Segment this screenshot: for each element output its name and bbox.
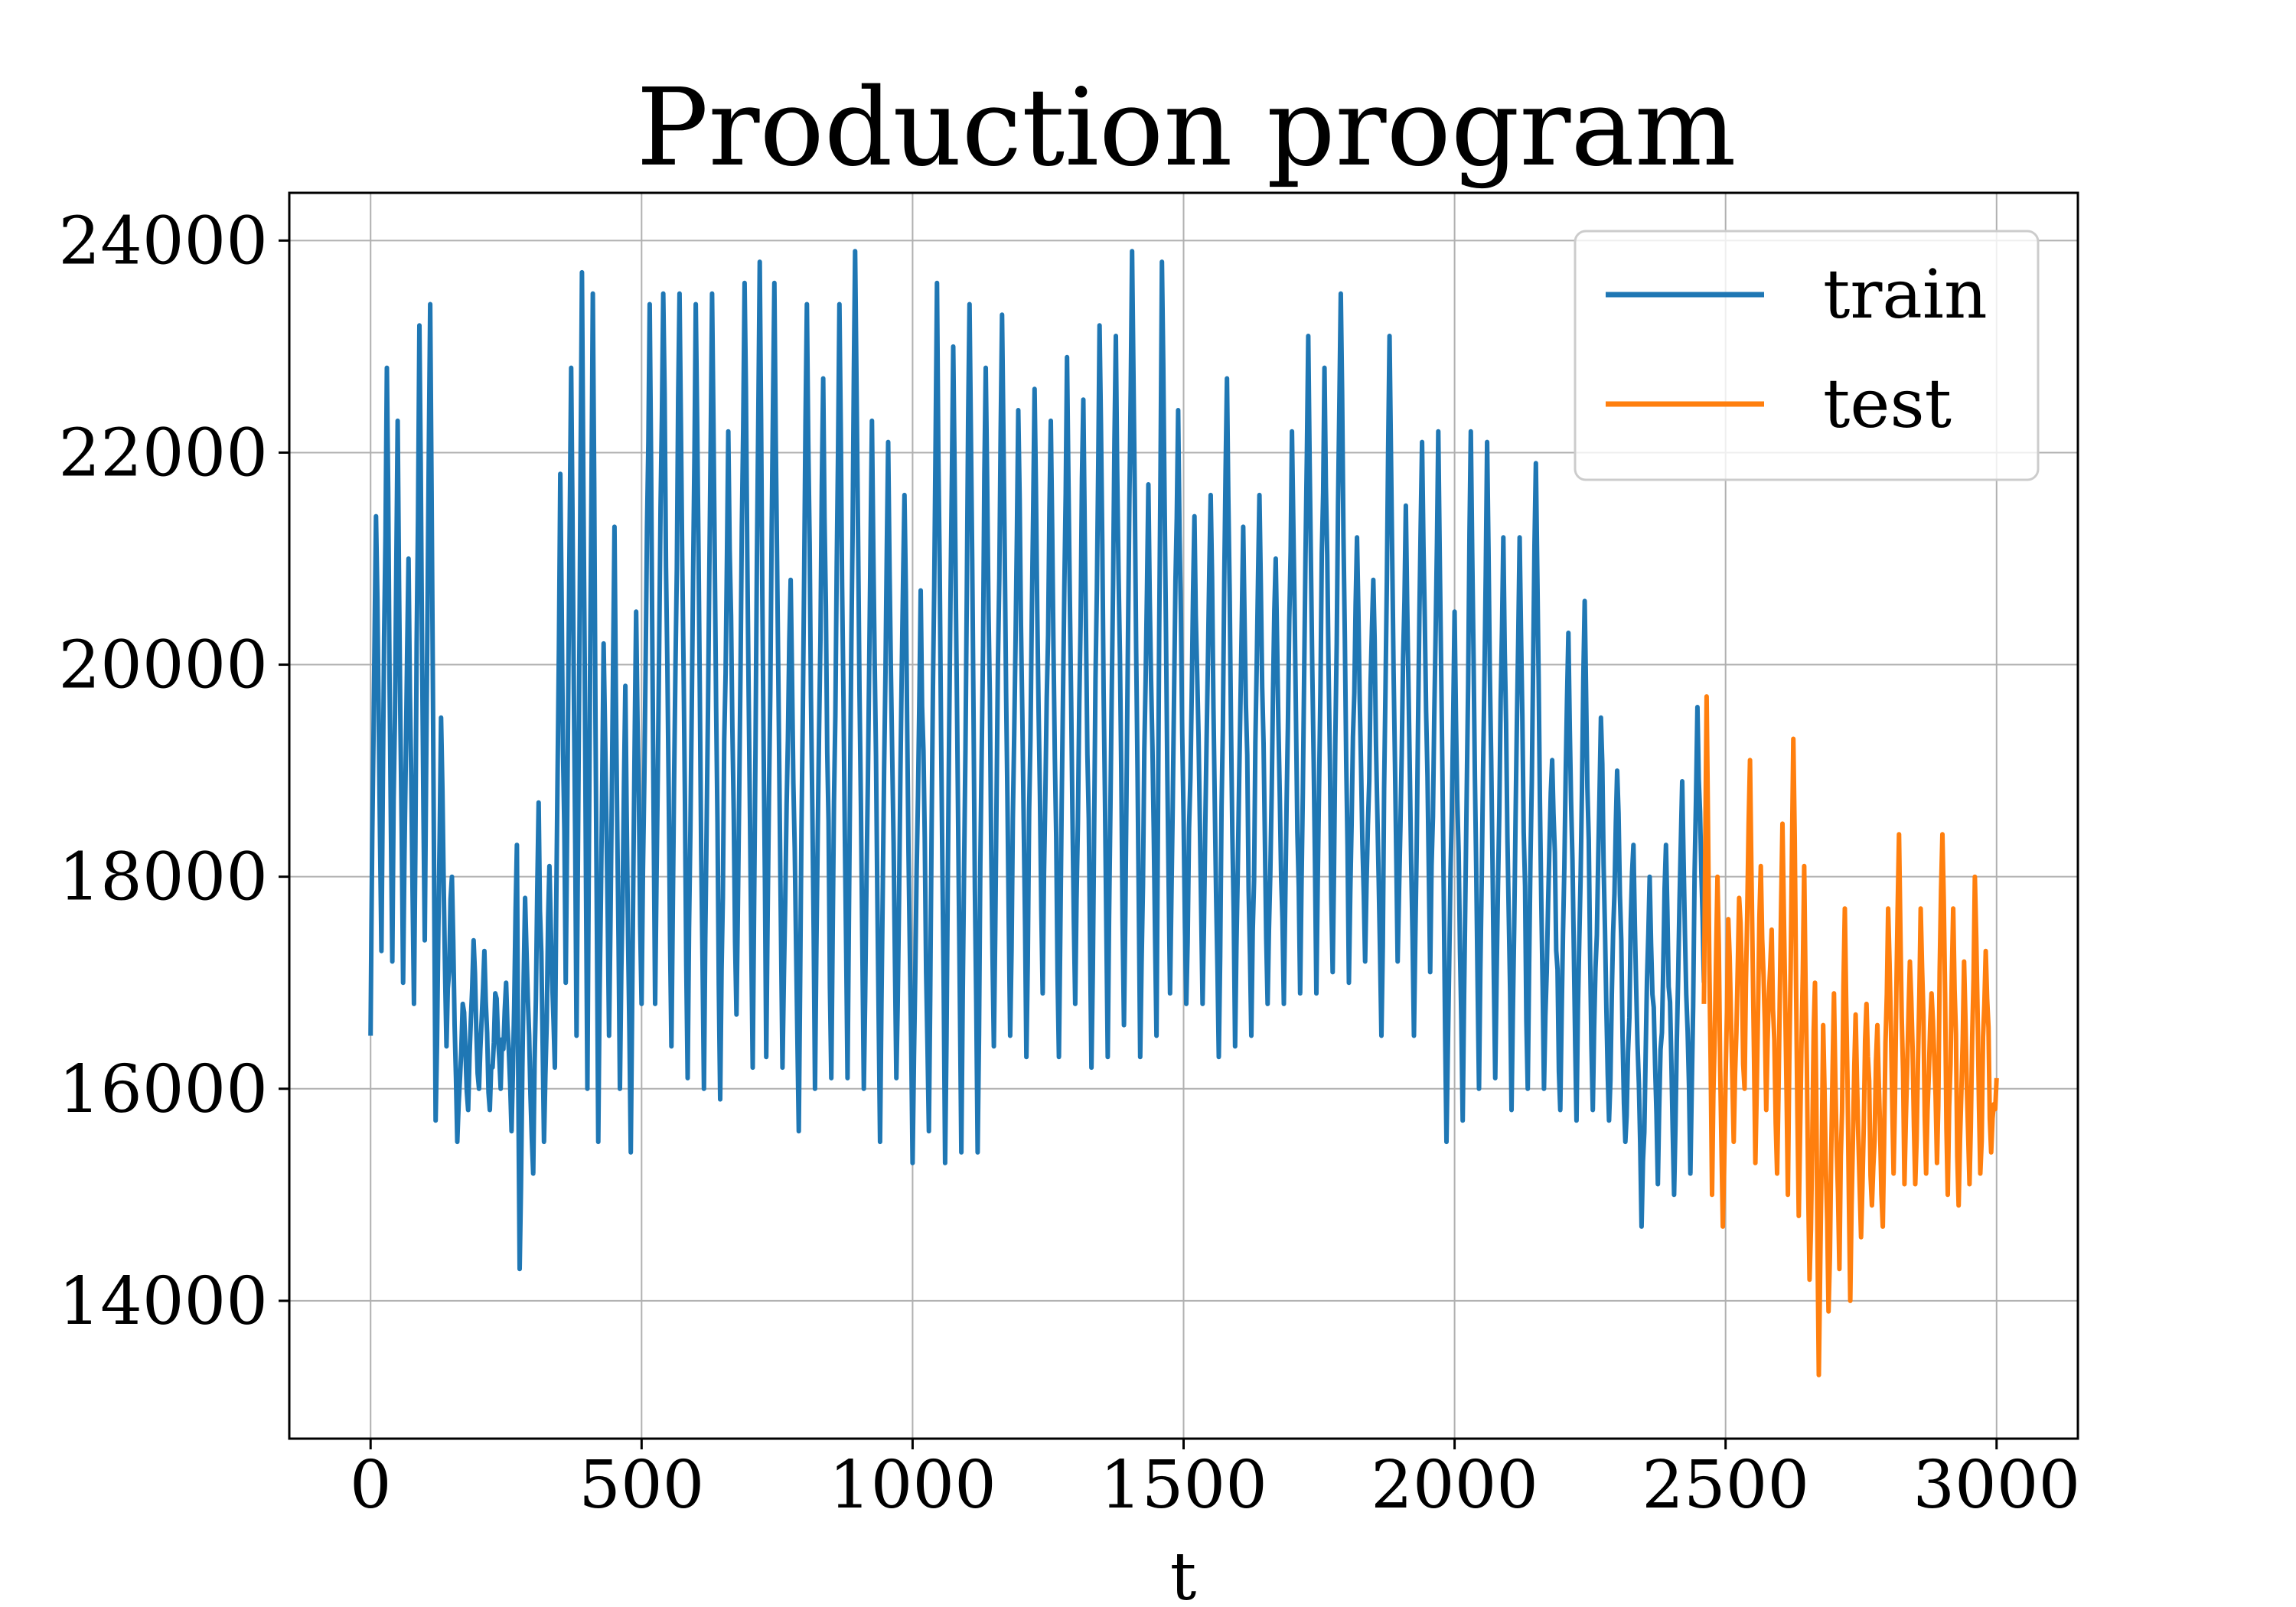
y-tick-label: 24000 [58,203,268,279]
series-line-train [368,249,1707,1272]
legend-label-train: train [1823,255,1988,334]
x-axis-label: t [1170,1539,1197,1607]
x-axis-ticks: 0 500 1000 1500 2000 2500 3000 [350,1439,2080,1524]
y-tick-label: 20000 [58,627,268,704]
chart-title: Production program [636,66,1736,191]
y-tick-label: 22000 [58,415,268,491]
y-tick-label: 18000 [58,839,268,916]
x-tick-label: 1500 [1100,1447,1267,1524]
plot-frame [288,191,2079,1440]
legend-label-test: test [1823,364,1952,443]
series-line-test [1701,694,1999,1377]
x-tick-label: 500 [579,1447,704,1524]
x-tick-label: 3000 [1913,1447,2080,1524]
x-tick-label: 2000 [1371,1447,1538,1524]
y-axis-ticks: 14000 16000 18000 20000 22000 24000 [58,203,289,1340]
x-tick-label: 2500 [1642,1447,1809,1524]
x-tick-label: 0 [350,1447,392,1524]
x-tick-label: 1000 [829,1447,996,1524]
y-tick-label: 16000 [58,1051,268,1128]
legend: train test [1574,230,2040,481]
plot-series [368,249,1999,1377]
y-tick-label: 14000 [58,1263,268,1340]
